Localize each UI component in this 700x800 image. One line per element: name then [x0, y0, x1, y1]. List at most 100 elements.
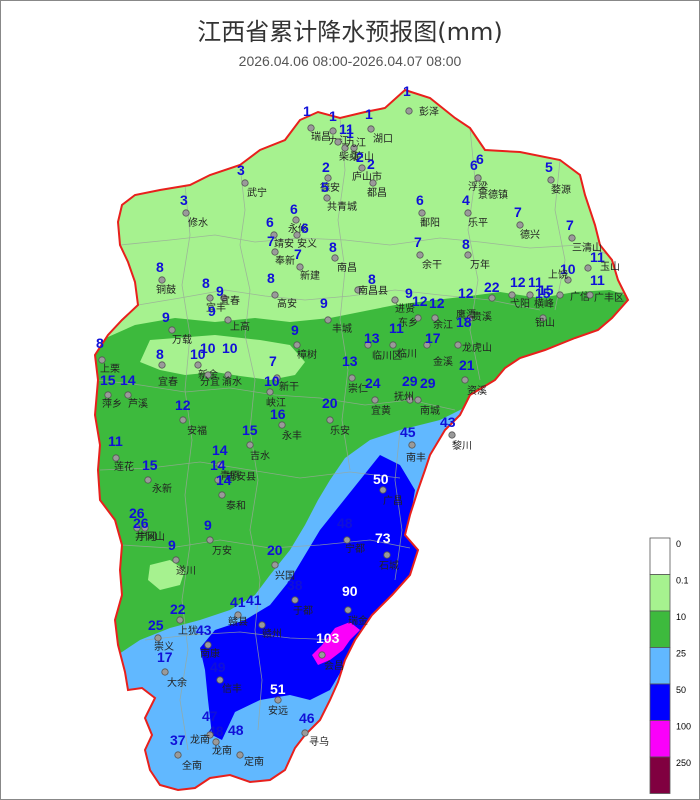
station: 11 临川: [389, 320, 417, 360]
station-name: 九江: [346, 137, 366, 149]
station: 14 泰和: [216, 472, 246, 512]
station-name: 靖安: [274, 237, 294, 250]
station-value: 103: [316, 630, 340, 646]
station-name: 金溪: [433, 355, 453, 368]
station-name: 新建: [300, 269, 320, 282]
station-name: 共青城: [327, 200, 357, 213]
station: 12 安福: [175, 397, 207, 437]
legend-swatch: [649, 756, 671, 794]
station-value: 7: [414, 234, 422, 250]
station-value: 14: [120, 372, 136, 388]
station-value: 12: [429, 295, 445, 311]
station: 1九江: [334, 125, 366, 149]
station-value: 12: [458, 285, 474, 301]
station: 45 南丰: [400, 424, 426, 464]
station-name: 柴桑: [339, 150, 359, 163]
station: 8 上栗: [96, 335, 120, 375]
station: 21 资溪: [459, 357, 487, 397]
station-name: 南昌县: [358, 284, 388, 297]
station-name: 南昌: [337, 261, 357, 274]
station-dot: [405, 107, 413, 115]
station: 7奉新: [267, 233, 295, 267]
station: 22 贵溪: [472, 279, 500, 323]
station-dot: [271, 291, 279, 299]
station-dot: [212, 738, 220, 746]
station-name: 浮梁: [468, 180, 488, 193]
station-value: 2: [322, 159, 330, 175]
station-name: 定南: [244, 755, 264, 768]
station: 103 会昌: [316, 630, 344, 672]
station-dot: [418, 209, 426, 217]
station-value: 11: [528, 274, 543, 290]
station: 46 寻乌: [299, 710, 329, 748]
station-dot: [293, 231, 301, 239]
station-name: 乐安: [330, 424, 350, 437]
legend-label: 0: [676, 539, 681, 549]
station-name: 遂川: [176, 564, 196, 577]
station-dot: [158, 361, 166, 369]
station-value: 16: [270, 406, 286, 422]
station-dot: [464, 209, 472, 217]
station: 8 铜鼓: [156, 259, 176, 296]
station-name: 万安: [212, 544, 232, 557]
station: 22 上犹: [170, 601, 198, 637]
station-name: 于都: [293, 605, 313, 617]
station-value: 11: [590, 249, 605, 265]
station-value: 13: [342, 353, 358, 369]
station-name: 南丰: [406, 451, 426, 464]
station-dot: [291, 596, 299, 604]
station-value: 8: [156, 346, 164, 362]
station-name: 吉水: [250, 450, 270, 462]
station: 49 信丰: [210, 659, 242, 695]
station-dot: [344, 606, 352, 614]
station-name: 瑞昌: [311, 131, 331, 143]
station-dot: [526, 291, 534, 299]
station-dot: [168, 326, 176, 334]
station: 20 兴国: [267, 542, 295, 582]
station-value: 7: [267, 233, 275, 249]
station-value: 37: [170, 732, 186, 748]
station: 15 吉水: [242, 422, 270, 462]
station-value: 29: [402, 373, 418, 389]
station-value: 21: [459, 357, 475, 373]
station-dot: [414, 314, 422, 322]
station-dot: [206, 731, 214, 739]
station: 7新干: [269, 353, 299, 393]
station-dot: [389, 341, 397, 349]
station-name: 寻乌: [309, 735, 329, 748]
station-name: 广丰区: [594, 291, 624, 304]
station: 4 乐平: [462, 192, 488, 229]
station-value: 13: [364, 330, 380, 346]
station-dot: [241, 179, 249, 187]
station-name: 东乡: [398, 316, 418, 329]
station-dot: [258, 621, 266, 629]
station: 90 瑞金: [342, 583, 368, 627]
station: 20 乐安: [322, 395, 350, 437]
station-value: 15: [538, 282, 554, 298]
station-value: 2: [356, 149, 364, 165]
station: 10 分宜: [200, 340, 220, 388]
station-dot: [379, 486, 387, 494]
map-subtitle: 2026.04.06 08:00-2026.04.07 08:00: [239, 53, 462, 69]
station-name: 崇仁: [348, 383, 368, 395]
station: 1湖口: [365, 106, 393, 145]
station-name: 余干: [422, 258, 442, 271]
station-name: 泰和: [226, 499, 246, 512]
station-value: 43: [440, 414, 456, 430]
station-dot: [586, 291, 594, 299]
station: 13 崇仁: [342, 353, 368, 395]
station-value: 6: [470, 157, 478, 173]
station-value: 48: [337, 515, 353, 531]
station-name: 铜鼓: [156, 283, 176, 296]
station-dot: [323, 194, 331, 202]
station-dot: [206, 536, 214, 544]
station: 1 彭泽: [403, 83, 439, 118]
station-dot: [334, 138, 342, 146]
station-dot: [273, 374, 281, 382]
station-value: 11: [108, 433, 123, 449]
station-name: 安福: [187, 424, 207, 437]
station-value: 15: [535, 285, 551, 301]
